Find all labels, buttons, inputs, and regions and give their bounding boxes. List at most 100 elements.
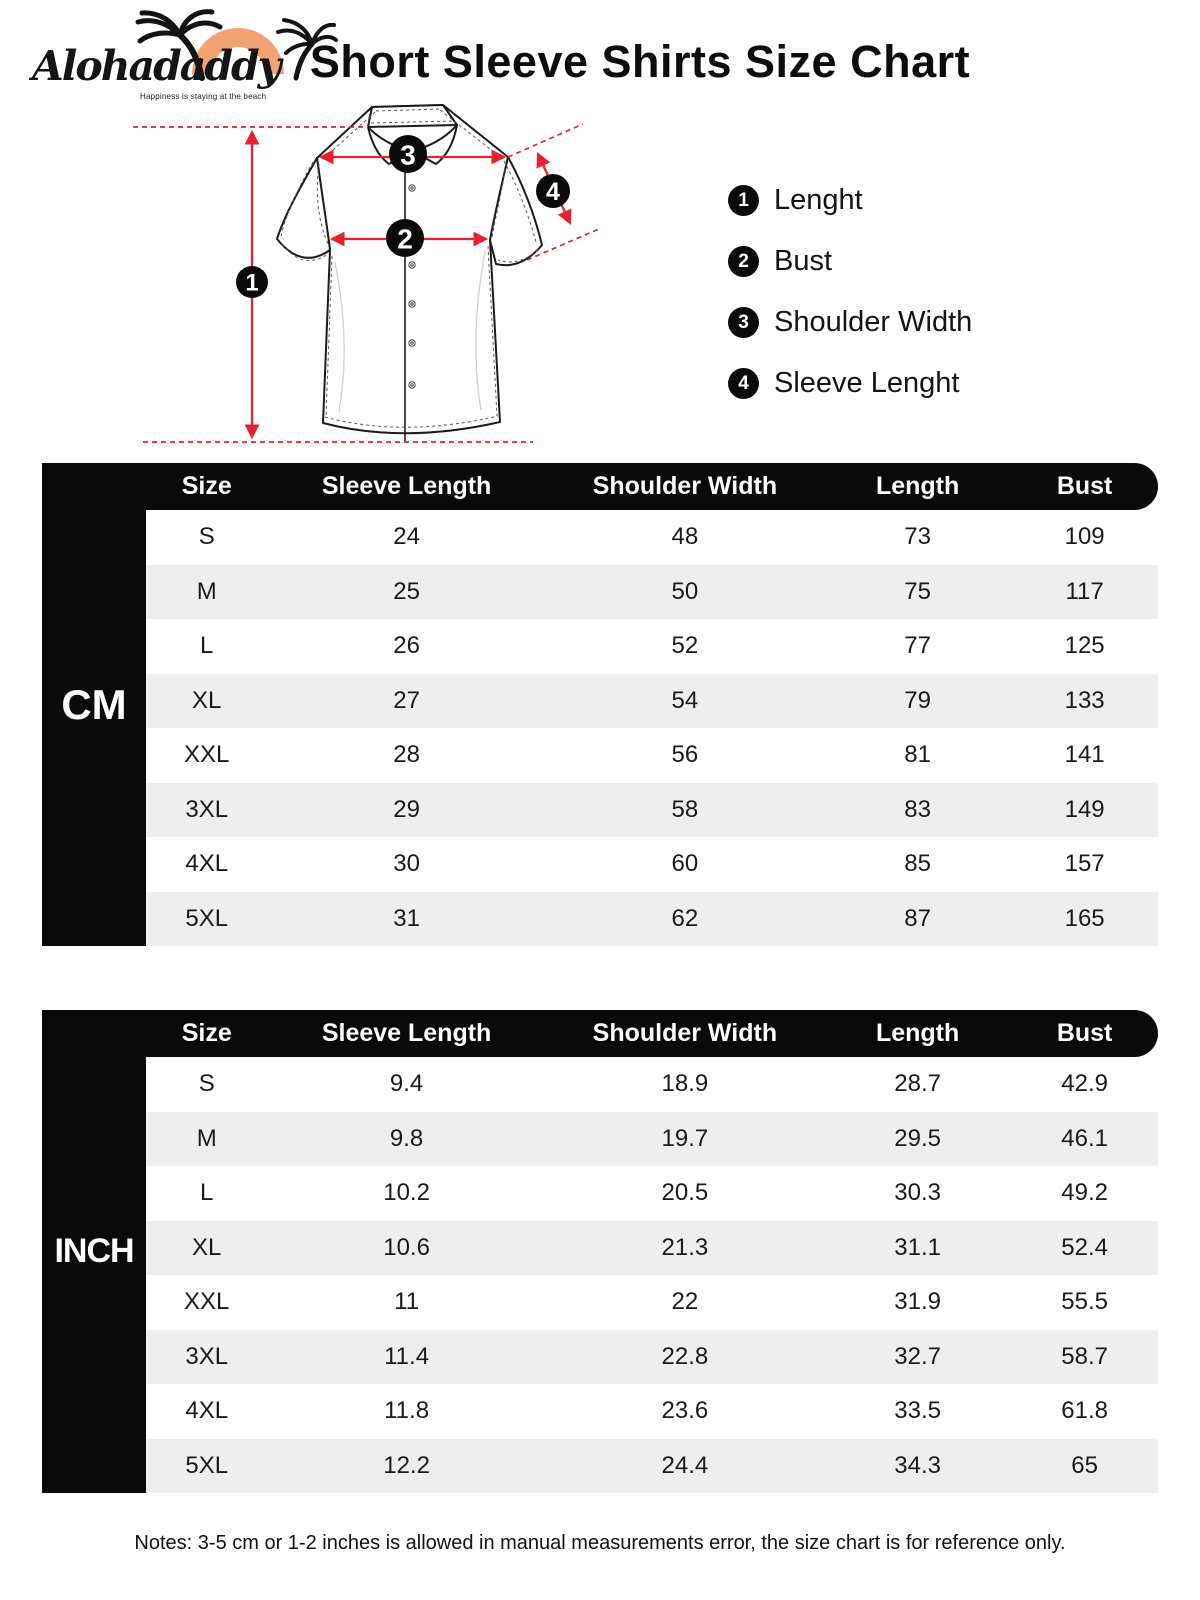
- cell-bust: 109: [1064, 523, 1105, 551]
- cell-bust: 46.1: [1061, 1124, 1108, 1152]
- cell-bust: 49.2: [1061, 1179, 1108, 1207]
- column-header: Shoulder Width: [592, 472, 778, 500]
- table-row: M 9.8 19.7 29.5 46.1: [146, 1111, 1158, 1166]
- legend-number-badge: 1: [728, 185, 759, 216]
- palm-trees-sun-icon: [135, 9, 338, 81]
- cell-bust: 165: [1064, 904, 1105, 932]
- cell-shoulder-width: 24.4: [661, 1451, 709, 1479]
- cell-bust: 133: [1064, 686, 1105, 714]
- cm-size-table: CM Size Sleeve Length Shoulder Width Length…: [42, 463, 1158, 946]
- cell-bust: 149: [1064, 795, 1105, 823]
- cell-sleeve-length: 26: [393, 632, 420, 660]
- table-body: S 24 48 73 109 M 25 50 75 117 L 26 52 77…: [146, 510, 1158, 946]
- table-row: 4XL 30 60 85 157: [146, 837, 1158, 892]
- table-body: S 9.4 18.9 28.7 42.9 M 9.8 19.7 29.5 46.…: [146, 1057, 1158, 1493]
- measure-badge-1: 1: [236, 266, 268, 298]
- unit-label: CM: [61, 680, 127, 728]
- cell-size: L: [200, 632, 214, 660]
- cell-bust: 55.5: [1061, 1288, 1108, 1316]
- cell-shoulder-width: 22: [671, 1288, 699, 1316]
- column-header: Shoulder Width: [592, 1019, 778, 1047]
- inch-unit-sidebar: INCH: [42, 1010, 146, 1493]
- measure-badge-4: 4: [536, 174, 570, 208]
- cell-size: XXL: [184, 1288, 230, 1316]
- legend-label: Sleeve Lenght: [774, 367, 960, 399]
- cell-length: 34.3: [894, 1451, 941, 1479]
- table-row: XL 27 54 79 133: [146, 673, 1158, 728]
- column-header: Size: [181, 1019, 232, 1047]
- table-row: S 24 48 73 109: [146, 510, 1158, 565]
- cell-length: 30.3: [894, 1179, 941, 1207]
- cell-size: 4XL: [185, 850, 229, 878]
- cell-bust: 65: [1071, 1451, 1098, 1479]
- cell-bust: 125: [1064, 632, 1105, 660]
- cell-size: XXL: [184, 741, 230, 769]
- table-row: L 26 52 77 125: [146, 619, 1158, 674]
- column-header: Length: [875, 472, 960, 500]
- cell-sleeve-length: 9.8: [389, 1124, 424, 1152]
- table-row: XXL 11 22 31.9 55.5: [146, 1275, 1158, 1330]
- cell-size: 5XL: [185, 904, 229, 932]
- cell-bust: 157: [1064, 850, 1105, 878]
- cell-shoulder-width: 62: [671, 904, 699, 932]
- unit-label: INCH: [54, 1232, 134, 1270]
- page-title: Short Sleeve Shirts Size Chart: [309, 36, 971, 87]
- cell-shoulder-width: 21.3: [661, 1233, 709, 1261]
- table-row: XXL 28 56 81 141: [146, 728, 1158, 783]
- cell-sleeve-length: 10.2: [383, 1179, 430, 1207]
- cell-size: S: [198, 523, 215, 551]
- cell-size: 4XL: [185, 1397, 229, 1425]
- cell-sleeve-length: 31: [393, 904, 420, 932]
- cell-length: 29.5: [894, 1124, 941, 1152]
- cell-sleeve-length: 12.2: [383, 1451, 430, 1479]
- legend-label: Bust: [774, 245, 833, 277]
- cell-length: 85: [904, 850, 931, 878]
- cell-shoulder-width: 52: [671, 632, 699, 660]
- legend-item: 2 Bust: [728, 245, 972, 278]
- column-header: Sleeve Length: [321, 1019, 492, 1047]
- cell-sleeve-length: 27: [393, 686, 420, 714]
- cell-shoulder-width: 56: [671, 741, 699, 769]
- measure-badge-3: 3: [389, 135, 427, 173]
- cell-length: 77: [904, 632, 931, 660]
- table-header: Size Sleeve Length Shoulder Width Length Bus…: [42, 463, 1158, 510]
- table-row: S 9.4 18.9 28.7 42.9: [146, 1057, 1158, 1112]
- legend-label: Shoulder Width: [774, 306, 973, 338]
- cell-length: 81: [904, 741, 931, 769]
- cell-sleeve-length: 11.4: [384, 1342, 430, 1370]
- cell-bust: 42.9: [1061, 1070, 1108, 1098]
- palm-tree-right-icon: [276, 18, 338, 81]
- cell-length: 73: [904, 523, 931, 551]
- cell-size: M: [196, 577, 217, 605]
- cell-length: 31.1: [894, 1233, 941, 1261]
- cell-shoulder-width: 48: [671, 523, 699, 551]
- svg-text:2: 2: [397, 224, 413, 255]
- svg-text:4: 4: [546, 178, 560, 206]
- cell-length: 87: [904, 904, 931, 932]
- table-row: L 10.2 20.5 30.3 49.2: [146, 1166, 1158, 1221]
- cell-shoulder-width: 54: [671, 686, 699, 714]
- cell-shoulder-width: 22.8: [661, 1342, 709, 1370]
- cell-shoulder-width: 58: [671, 795, 699, 823]
- cell-shoulder-width: 20.5: [661, 1179, 709, 1207]
- cell-length: 32.7: [894, 1342, 941, 1370]
- cell-length: 79: [904, 686, 931, 714]
- legend-item: 3 Shoulder Width: [728, 306, 972, 339]
- cell-sleeve-length: 10.6: [383, 1233, 430, 1261]
- cell-sleeve-length: 11: [394, 1288, 420, 1316]
- cell-bust: 61.8: [1061, 1397, 1108, 1425]
- right-sleeve: [489, 156, 543, 267]
- measurement-legend: 1 Lenght 2 Bust 3 Shoulder Width 4 Sleev…: [728, 184, 972, 400]
- cell-size: S: [198, 1070, 215, 1098]
- column-header: Sleeve Length: [321, 472, 492, 500]
- cm-unit-sidebar: CM: [42, 463, 146, 946]
- legend-number-badge: 4: [728, 368, 759, 399]
- cell-length: 31.9: [894, 1288, 941, 1316]
- cell-sleeve-length: 11.8: [384, 1397, 430, 1425]
- brand-name: Alohadaddy: [32, 42, 282, 90]
- inch-size-table: INCH Size Sleeve Length Shoulder Width Leng…: [42, 1010, 1158, 1493]
- cell-length: 33.5: [894, 1397, 941, 1425]
- table-row: XL 10.6 21.3 31.1 52.4: [146, 1220, 1158, 1275]
- cell-shoulder-width: 19.7: [661, 1124, 709, 1152]
- cell-bust: 52.4: [1061, 1233, 1108, 1261]
